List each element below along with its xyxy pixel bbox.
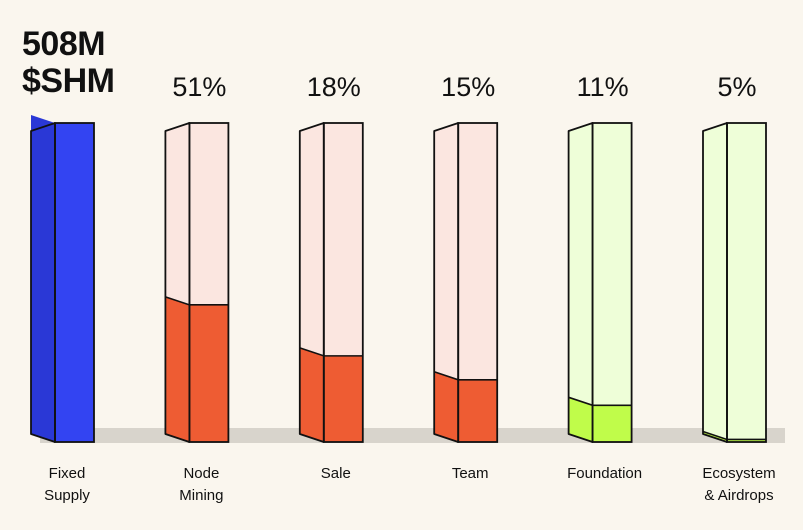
floor-shadow xyxy=(40,428,785,443)
bar-front-outline xyxy=(726,122,767,443)
category-label-line: Team xyxy=(452,465,489,482)
category-label: Fixed Supply xyxy=(44,465,90,504)
category-label: Node Mining xyxy=(179,465,223,504)
bar-1: Fixed Supply xyxy=(30,115,95,504)
token-symbol: $SHM xyxy=(22,62,115,100)
bar-front-outline xyxy=(54,122,95,443)
category-label-line: Sale xyxy=(321,465,351,482)
total-supply-amount: 508M xyxy=(22,25,106,63)
category-label: Foundation xyxy=(567,465,642,482)
bar-front-outline xyxy=(188,122,230,443)
bar-front-fill xyxy=(189,304,229,442)
bar-front-fill xyxy=(55,123,94,442)
bar-4: 15% Team xyxy=(433,72,499,482)
bar-value-label: 5% xyxy=(717,72,756,102)
category-label-line: Node xyxy=(183,465,219,482)
bar-side-fill xyxy=(434,371,459,442)
bar-3: 18% Sale xyxy=(298,72,364,482)
bar-front-empty xyxy=(592,123,632,442)
category-label-line: Foundation xyxy=(567,465,642,482)
category-label-line: & Airdrops xyxy=(704,487,773,504)
bar-side-empty xyxy=(703,123,727,442)
bar-front-fill xyxy=(323,355,363,442)
bar-side-fill xyxy=(31,115,55,442)
bar-side-fill xyxy=(299,347,324,442)
bar-front-outline xyxy=(322,122,364,443)
category-label: Team xyxy=(452,465,489,482)
bar-6: 5% Ecosystem & Airdrops xyxy=(702,72,776,504)
category-label-line: Fixed xyxy=(49,465,86,482)
category-label: Sale xyxy=(321,465,351,482)
category-label-line: Ecosystem xyxy=(702,465,775,482)
bar-value-label: 11% xyxy=(577,72,629,102)
total-supply-headline: 508M $SHM xyxy=(22,25,115,100)
bar-front-empty xyxy=(727,123,766,442)
bar-value-label: 15% xyxy=(441,72,495,102)
bar-5: 11% Foundation xyxy=(567,72,642,482)
bar-value-label: 51% xyxy=(172,72,226,102)
category-label-line: Supply xyxy=(44,487,90,504)
bar-front-outline xyxy=(457,122,499,443)
bar-side-empty xyxy=(568,123,593,442)
bar-front-fill xyxy=(727,439,766,442)
bar-side-fill xyxy=(165,296,190,442)
bar-value-label: 18% xyxy=(307,72,361,102)
bar-front-fill xyxy=(458,379,498,442)
bar-2: 51% Node Mining xyxy=(164,72,230,504)
bar-front-outline xyxy=(591,122,633,443)
bar-front-fill xyxy=(592,405,632,442)
category-label-line: Mining xyxy=(179,487,223,504)
bar-side-fill xyxy=(568,397,593,442)
category-label: Ecosystem & Airdrops xyxy=(702,465,775,504)
bar-side-empty xyxy=(434,123,459,442)
